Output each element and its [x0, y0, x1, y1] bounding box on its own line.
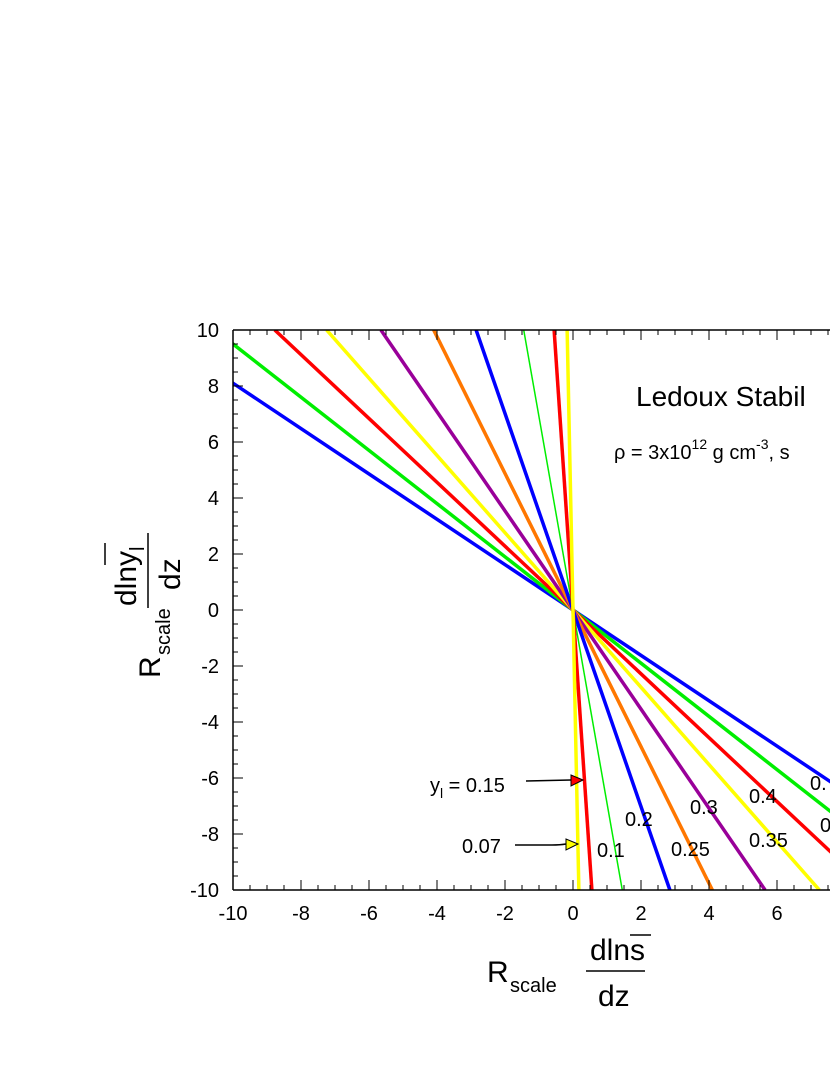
series-label-025: 0.25	[671, 839, 710, 861]
y-tick-label: -4	[201, 712, 219, 734]
x-label-denominator: dz	[598, 980, 630, 1013]
series-line-1	[233, 381, 830, 784]
x-tick-label: -4	[428, 903, 446, 925]
y-label-sub: scale	[153, 608, 175, 655]
subtitle-exp-neg3: -3	[756, 436, 769, 452]
chart-subtitle: ρ = 3x1012 g cm-3, s	[614, 436, 790, 464]
y-axis-label: R scale dlnyl dz	[104, 533, 187, 678]
y-tick-label: -2	[201, 656, 219, 678]
series-label-007: 0.07	[462, 836, 501, 858]
y-tick-label: -10	[190, 880, 219, 902]
series-label-04: 0.4	[749, 786, 777, 808]
series-label-right-a: 0.	[810, 773, 827, 795]
series-lines	[233, 330, 830, 890]
x-tick-labels: -10 -8 -6 -4 -2 0 2 4 6	[219, 903, 783, 925]
y-tick-label: 0	[208, 600, 219, 622]
series-label-015: yl = 0.15	[430, 775, 505, 801]
subtitle-exp12: 12	[692, 436, 708, 452]
series-label-right-b: 0	[820, 815, 830, 837]
x-label-sub: scale	[510, 975, 557, 997]
annotation-arrow-015	[525, 774, 585, 787]
y-tick-label: 4	[208, 488, 219, 510]
series-label-01: 0.1	[597, 840, 625, 862]
series-line-2	[233, 341, 830, 814]
y-label-denominator: dz	[154, 558, 187, 590]
x-axis-label: R scale dlns dz	[487, 934, 651, 1013]
series-label-03: 0.3	[690, 797, 718, 819]
y-tick-label: 6	[208, 432, 219, 454]
axis-ticks	[232, 329, 829, 891]
x-label-r: R	[487, 956, 509, 989]
subtitle-unit: g cm	[707, 442, 756, 464]
x-tick-label: -10	[219, 903, 248, 925]
series-label-035: 0.35	[749, 830, 788, 852]
series-line-10	[565, 330, 581, 890]
subtitle-tail: , s	[768, 442, 789, 464]
y-tick-label: 2	[208, 544, 219, 566]
y-label-r: R	[134, 656, 167, 678]
x-tick-label: -8	[292, 903, 310, 925]
x-tick-label: 6	[771, 903, 782, 925]
annotation-arrow-007	[515, 838, 580, 851]
svg-text:ρ = 3x1012 g cm-3, s: ρ = 3x1012 g cm-3, s	[614, 436, 790, 464]
chart-title: Ledoux Stabil	[636, 381, 806, 412]
x-tick-label: 0	[567, 903, 578, 925]
x-tick-label: -2	[496, 903, 514, 925]
x-tick-label: -6	[360, 903, 378, 925]
x-label-numerator: dlns	[590, 934, 645, 967]
x-tick-label: 4	[703, 903, 714, 925]
y-tick-labels: -10 -8 -6 -4 -2 0 2 4 6 8 10	[190, 320, 219, 902]
y-tick-label: -8	[201, 824, 219, 846]
x-tick-label: 2	[635, 903, 646, 925]
y-tick-label: -6	[201, 768, 219, 790]
series-label-02: 0.2	[625, 809, 653, 831]
y-tick-label: 10	[197, 320, 219, 342]
y-label-numerator: dlnyl	[110, 547, 149, 607]
y-tick-label: 8	[208, 376, 219, 398]
y-label-numerator-sub: l	[127, 547, 149, 551]
subtitle-rho: ρ = 3x10	[614, 442, 692, 464]
